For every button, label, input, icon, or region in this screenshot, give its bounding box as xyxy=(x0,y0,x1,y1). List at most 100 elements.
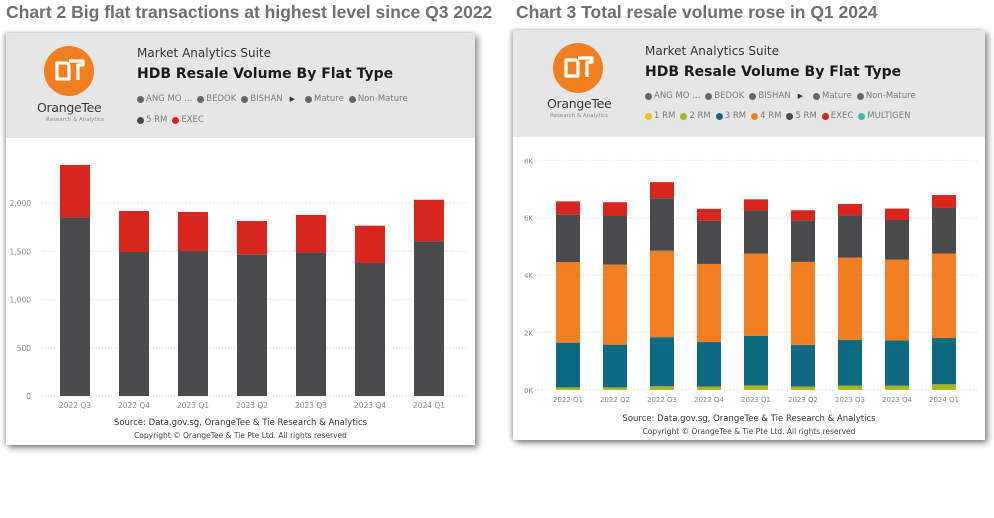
filter-item-estate[interactable]: Mature xyxy=(813,91,852,101)
bar-segment-5-rm[interactable] xyxy=(296,252,326,396)
filter-item-area[interactable]: ANG MO ... xyxy=(137,94,192,104)
bar-segment-5-rm[interactable] xyxy=(650,198,674,251)
bar-segment-2-rm[interactable] xyxy=(744,385,768,389)
filter-item-area[interactable]: BISHAN xyxy=(749,91,790,101)
dot-icon xyxy=(857,93,864,100)
bar-segment-5-rm[interactable] xyxy=(60,217,90,396)
logo-tagline: Research & Analytics xyxy=(46,117,104,123)
filter-item-estate[interactable]: Mature xyxy=(305,94,344,104)
bar-segment-5-rm[interactable] xyxy=(697,221,721,264)
filter-label: Non-Mature xyxy=(866,91,916,101)
bar-segment-5-rm[interactable] xyxy=(838,215,862,257)
bar-segment-5-rm[interactable] xyxy=(791,220,815,262)
dot-icon xyxy=(705,93,712,100)
bar-segment-2-rm[interactable] xyxy=(650,386,674,390)
bar-segment-2-rm[interactable] xyxy=(838,386,862,390)
bar-segment-2-rm[interactable] xyxy=(885,386,909,390)
filter-item-estate[interactable]: Non-Mature xyxy=(349,94,408,104)
bar-segment-2-rm[interactable] xyxy=(697,387,721,390)
bar-segment-4-rm[interactable] xyxy=(556,262,580,342)
bar-segment-exec[interactable] xyxy=(556,201,580,214)
bar-segment-exec[interactable] xyxy=(414,200,444,242)
legend-item-multigen[interactable]: MULTIGEN xyxy=(858,111,910,121)
bar-segment-5-rm[interactable] xyxy=(744,211,768,254)
legend-item-5-rm[interactable]: 5 RM xyxy=(786,111,816,121)
bar-segment-2-rm[interactable] xyxy=(932,384,956,390)
bar-segment-3-rm[interactable] xyxy=(932,338,956,384)
bar-segment-exec[interactable] xyxy=(60,165,90,217)
bar-segment-2-rm[interactable] xyxy=(791,387,815,390)
dot-icon xyxy=(305,96,312,103)
legend-item-1-rm[interactable]: 1 RM xyxy=(645,111,675,121)
x-tick-label: 2023 Q2 xyxy=(788,396,818,404)
bar-segment-exec[interactable] xyxy=(237,221,267,255)
bar-segment-4-rm[interactable] xyxy=(603,265,627,345)
bar-segment-3-rm[interactable] xyxy=(791,345,815,387)
legend-item-3-rm[interactable]: 3 RM xyxy=(716,111,746,121)
bar-segment-exec[interactable] xyxy=(178,212,208,251)
filter-item-area[interactable]: ANG MO ... xyxy=(645,91,700,101)
bar-segment-5-rm[interactable] xyxy=(885,220,909,260)
bar-segment-4-rm[interactable] xyxy=(650,251,674,337)
play-arrow-icon[interactable]: ▶ xyxy=(798,92,803,100)
play-arrow-icon[interactable]: ▶ xyxy=(290,95,295,103)
bar-segment-5-rm[interactable] xyxy=(355,263,385,396)
legend-item-2-rm[interactable]: 2 RM xyxy=(680,111,710,121)
bar-segment-3-rm[interactable] xyxy=(697,342,721,387)
bar-segment-5-rm[interactable] xyxy=(932,208,956,254)
bar-segment-5-rm[interactable] xyxy=(178,251,208,396)
bar-segment-4-rm[interactable] xyxy=(791,262,815,345)
x-tick-label: 2023 Q2 xyxy=(236,401,268,410)
bar-segment-exec[interactable] xyxy=(355,226,385,263)
copyright-note: Copyright © OrangeTee & Tie Pte Ltd. All… xyxy=(6,431,475,440)
bar-segment-exec[interactable] xyxy=(791,210,815,220)
legend-dot-icon xyxy=(858,113,865,120)
filter-item-area[interactable]: BEDOK xyxy=(197,94,236,104)
legend-item-exec[interactable]: EXEC xyxy=(822,111,854,121)
x-tick-label: 2023 Q4 xyxy=(882,396,913,404)
bar-segment-3-rm[interactable] xyxy=(650,337,674,386)
bar-segment-4-rm[interactable] xyxy=(744,254,768,336)
bar-segment-4-rm[interactable] xyxy=(697,264,721,342)
legend-item-4-rm[interactable]: 4 RM xyxy=(751,111,781,121)
legend-label: EXEC xyxy=(181,115,204,125)
legend-item-5-rm[interactable]: 5 RM xyxy=(137,115,167,125)
bar-segment-5-rm[interactable] xyxy=(556,215,580,262)
card-header: OrangeTee Research & Analytics Market An… xyxy=(6,33,475,138)
bar-segment-exec[interactable] xyxy=(296,215,326,252)
bar-segment-4-rm[interactable] xyxy=(885,260,909,341)
bar-segment-exec[interactable] xyxy=(885,209,909,220)
bar-segment-exec[interactable] xyxy=(119,211,149,252)
bar-segment-5-rm[interactable] xyxy=(603,216,627,265)
ot-logo-icon xyxy=(44,46,94,96)
bar-segment-3-rm[interactable] xyxy=(556,343,580,388)
bar-segment-exec[interactable] xyxy=(744,199,768,210)
bar-segment-2-rm[interactable] xyxy=(603,387,627,389)
x-tick-label: 2024 Q1 xyxy=(929,396,959,404)
chart-card-3: OrangeTee Research & Analytics Market An… xyxy=(513,30,985,440)
bar-segment-4-rm[interactable] xyxy=(932,254,956,338)
legend-item-exec[interactable]: EXEC xyxy=(172,115,204,125)
bar-segment-2-rm[interactable] xyxy=(556,387,580,389)
bar-segment-3-rm[interactable] xyxy=(838,340,862,386)
filter-item-estate[interactable]: Non-Mature xyxy=(857,91,916,101)
legend-dot-icon xyxy=(172,117,179,124)
bar-segment-exec[interactable] xyxy=(697,209,721,221)
copyright-note: Copyright © OrangeTee & Tie Pte Ltd. All… xyxy=(513,427,985,436)
bar-segment-5-rm[interactable] xyxy=(414,241,444,396)
filter-item-area[interactable]: BEDOK xyxy=(705,91,744,101)
bar-segment-4-rm[interactable] xyxy=(838,258,862,340)
bar-segment-3-rm[interactable] xyxy=(603,345,627,388)
dot-icon xyxy=(197,96,204,103)
bar-segment-exec[interactable] xyxy=(932,195,956,208)
bar-segment-exec[interactable] xyxy=(650,182,674,198)
bar-segment-3-rm[interactable] xyxy=(885,340,909,385)
y-tick-label: 2,000 xyxy=(10,199,32,208)
bar-segment-exec[interactable] xyxy=(838,204,862,215)
bar-segment-3-rm[interactable] xyxy=(744,336,768,386)
bar-segment-exec[interactable] xyxy=(603,202,627,216)
bar-segment-5-rm[interactable] xyxy=(119,252,149,396)
bar-segment-5-rm[interactable] xyxy=(237,255,267,396)
filter-label: BISHAN xyxy=(758,91,790,101)
filter-item-area[interactable]: BISHAN xyxy=(241,94,282,104)
